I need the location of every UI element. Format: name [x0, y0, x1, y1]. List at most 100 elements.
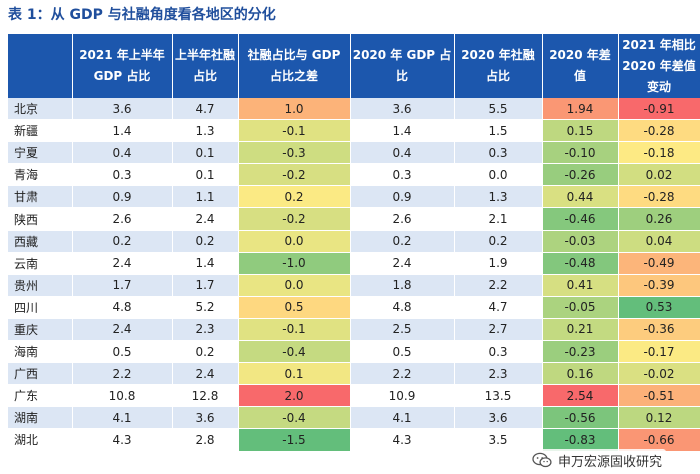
cell-gdp-2020: 0.3 [350, 163, 455, 187]
cell-sf-h1: 1.7 [172, 274, 239, 297]
cell-gdp-2020: 0.5 [350, 340, 455, 364]
cell-diff-2020: 2.54 [542, 384, 619, 408]
cell-sf-2020: 13.5 [454, 384, 543, 408]
cell-gdp-h1: 1.7 [72, 274, 173, 297]
cell-gdp-h1: 0.9 [72, 185, 173, 209]
header-gdp-2020: 2020 年 GDP 占比 [350, 34, 455, 98]
table-row: 贵州 1.7 1.7 0.0 1.8 2.2 0.41 -0.39 [8, 274, 700, 297]
table-row: 海南 0.5 0.2 -0.4 0.5 0.3 -0.23 -0.17 [8, 340, 700, 364]
cell-sf-2020: 3.5 [454, 428, 543, 452]
cell-gdp-h1: 2.4 [72, 252, 173, 275]
cell-change: -0.17 [618, 340, 700, 364]
cell-region: 重庆 [8, 318, 73, 342]
cell-gdp-2020: 1.8 [350, 274, 455, 297]
wechat-icon [532, 452, 552, 468]
header-diff-2020: 2020 年差值 [542, 34, 619, 98]
cell-change: -0.18 [618, 141, 700, 165]
cell-change: -0.02 [618, 362, 700, 386]
cell-diff-h1: 0.0 [238, 230, 351, 253]
table-row: 四川 4.8 5.2 0.5 4.8 4.7 -0.05 0.53 [8, 296, 700, 319]
cell-sf-h1: 1.3 [172, 119, 239, 143]
cell-diff-2020: -0.83 [542, 428, 619, 452]
header-sf-h1: 上半年社融占比 [172, 34, 239, 98]
watermark: 申万宏源固收研究 [528, 449, 667, 471]
cell-sf-2020: 2.3 [454, 362, 543, 386]
table-body: 北京 3.6 4.7 1.0 3.6 5.5 1.94 -0.91 新疆 1.4 1.3 -0.1 1.… [8, 98, 700, 452]
cell-gdp-2020: 0.2 [350, 230, 455, 253]
cell-sf-h1: 1.4 [172, 252, 239, 275]
cell-diff-h1: -1.5 [238, 428, 351, 452]
cell-gdp-h1: 1.4 [72, 119, 173, 143]
cell-diff-h1: -0.2 [238, 207, 351, 231]
cell-gdp-2020: 0.4 [350, 141, 455, 165]
cell-sf-h1: 2.4 [172, 362, 239, 386]
cell-sf-2020: 0.3 [454, 340, 543, 364]
cell-sf-h1: 2.4 [172, 207, 239, 231]
table-row: 甘肃 0.9 1.1 0.2 0.9 1.3 0.44 -0.28 [8, 185, 700, 209]
cell-region: 云南 [8, 252, 73, 275]
cell-diff-2020: -0.10 [542, 141, 619, 165]
cell-sf-2020: 0.2 [454, 230, 543, 253]
cell-gdp-h1: 0.2 [72, 230, 173, 253]
cell-diff-h1: -0.3 [238, 141, 351, 165]
cell-change: 0.12 [618, 406, 700, 430]
cell-change: 0.02 [618, 163, 700, 187]
cell-gdp-h1: 4.3 [72, 428, 173, 452]
cell-gdp-h1: 10.8 [72, 384, 173, 408]
data-table: 2021 年上半年 GDP 占比 上半年社融占比 社融占比与 GDP 占比之差 … [8, 34, 700, 452]
cell-sf-h1: 0.2 [172, 230, 239, 253]
cell-diff-2020: 0.16 [542, 362, 619, 386]
table-title: 表 1：从 GDP 与社融角度看各地区的分化 [8, 7, 276, 23]
cell-region: 四川 [8, 296, 73, 319]
cell-diff-2020: -0.05 [542, 296, 619, 319]
cell-sf-h1: 12.8 [172, 384, 239, 408]
cell-gdp-h1: 0.5 [72, 340, 173, 364]
cell-gdp-2020: 2.6 [350, 207, 455, 231]
cell-sf-2020: 2.7 [454, 318, 543, 342]
cell-change: 0.53 [618, 296, 700, 319]
cell-diff-h1: 0.5 [238, 296, 351, 319]
cell-change: -0.91 [618, 98, 700, 121]
cell-region: 广西 [8, 362, 73, 386]
table-row: 云南 2.4 1.4 -1.0 2.4 1.9 -0.48 -0.49 [8, 252, 700, 275]
cell-region: 湖北 [8, 428, 73, 452]
cell-gdp-h1: 2.4 [72, 318, 173, 342]
cell-gdp-2020: 4.8 [350, 296, 455, 319]
table-row: 宁夏 0.4 0.1 -0.3 0.4 0.3 -0.10 -0.18 [8, 141, 700, 165]
cell-change: -0.28 [618, 119, 700, 143]
cell-region: 青海 [8, 163, 73, 187]
cell-gdp-2020: 2.4 [350, 252, 455, 275]
cell-diff-2020: 0.44 [542, 185, 619, 209]
table-row: 广东 10.8 12.8 2.0 10.9 13.5 2.54 -0.51 [8, 384, 700, 408]
cell-gdp-2020: 2.2 [350, 362, 455, 386]
cell-region: 广东 [8, 384, 73, 408]
cell-diff-h1: 1.0 [238, 98, 351, 121]
cell-region: 陕西 [8, 207, 73, 231]
header-row: 2021 年上半年 GDP 占比 上半年社融占比 社融占比与 GDP 占比之差 … [8, 34, 700, 98]
cell-sf-2020: 2.1 [454, 207, 543, 231]
cell-diff-h1: 0.0 [238, 274, 351, 297]
cell-diff-h1: -0.2 [238, 163, 351, 187]
cell-sf-2020: 4.7 [454, 296, 543, 319]
cell-diff-h1: 2.0 [238, 384, 351, 408]
cell-sf-2020: 0.3 [454, 141, 543, 165]
cell-region: 西藏 [8, 230, 73, 253]
cell-diff-h1: -0.1 [238, 318, 351, 342]
table-row: 陕西 2.6 2.4 -0.2 2.6 2.1 -0.46 0.26 [8, 207, 700, 231]
cell-change: -0.49 [618, 252, 700, 275]
table-row: 新疆 1.4 1.3 -0.1 1.4 1.5 0.15 -0.28 [8, 119, 700, 143]
cell-region: 新疆 [8, 119, 73, 143]
cell-change: 0.26 [618, 207, 700, 231]
cell-sf-h1: 0.2 [172, 340, 239, 364]
cell-sf-h1: 1.1 [172, 185, 239, 209]
cell-change: 0.04 [618, 230, 700, 253]
cell-sf-2020: 2.2 [454, 274, 543, 297]
cell-sf-2020: 3.6 [454, 406, 543, 430]
cell-diff-h1: -0.1 [238, 119, 351, 143]
cell-gdp-2020: 4.3 [350, 428, 455, 452]
cell-gdp-2020: 1.4 [350, 119, 455, 143]
cell-diff-2020: 0.21 [542, 318, 619, 342]
cell-region: 贵州 [8, 274, 73, 297]
table-row: 青海 0.3 0.1 -0.2 0.3 0.0 -0.26 0.02 [8, 163, 700, 187]
table-row: 广西 2.2 2.4 0.1 2.2 2.3 0.16 -0.02 [8, 362, 700, 386]
